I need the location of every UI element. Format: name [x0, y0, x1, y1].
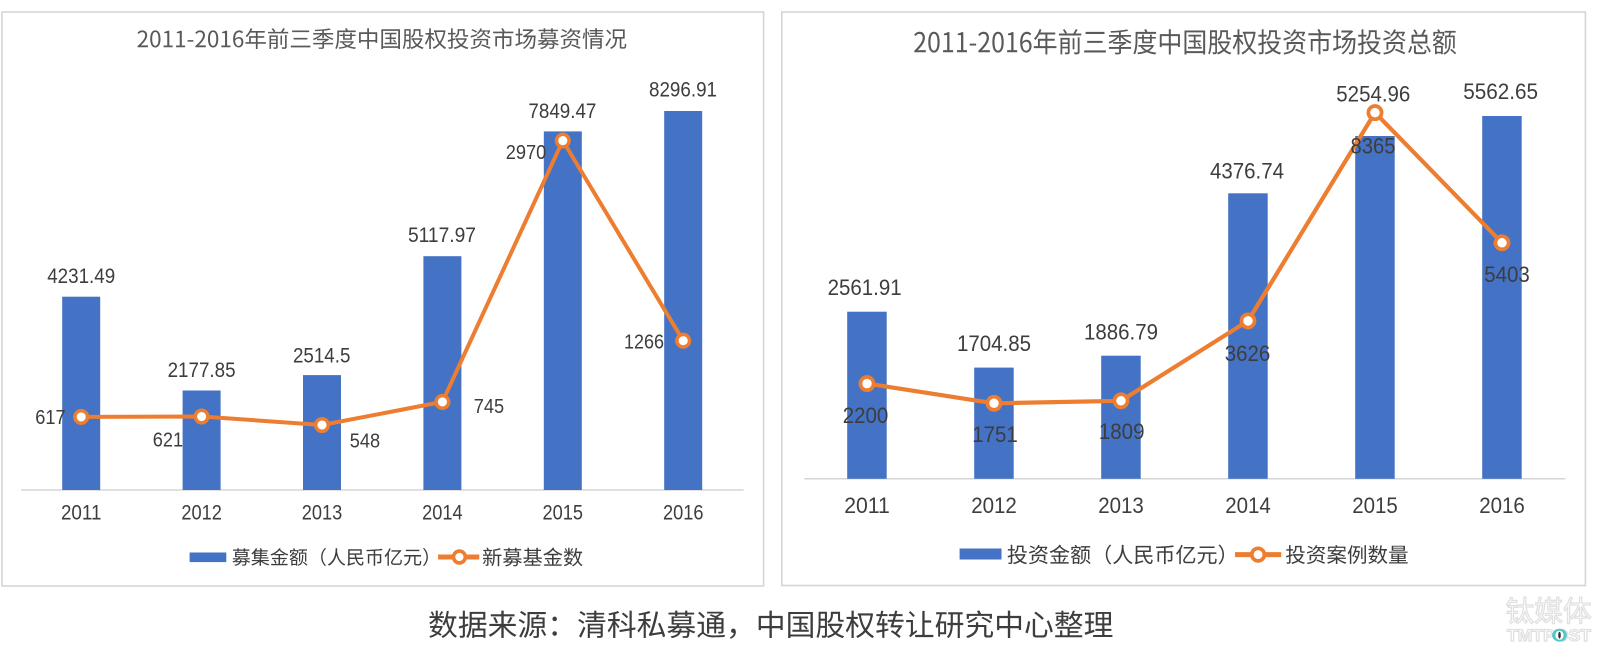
- svg-text:2013: 2013: [302, 502, 343, 525]
- svg-text:2970: 2970: [506, 142, 547, 164]
- svg-text:5254.96: 5254.96: [1336, 82, 1410, 107]
- svg-text:8296.91: 8296.91: [649, 79, 717, 102]
- svg-text:2012: 2012: [181, 502, 222, 525]
- svg-text:2016: 2016: [663, 502, 704, 525]
- svg-text:2015: 2015: [543, 502, 584, 525]
- svg-text:617: 617: [35, 407, 65, 429]
- svg-text:2014: 2014: [422, 502, 463, 525]
- svg-text:745: 745: [474, 396, 504, 418]
- svg-text:2177.85: 2177.85: [168, 359, 236, 382]
- svg-text:5117.97: 5117.97: [408, 224, 476, 247]
- svg-text:2012: 2012: [971, 493, 1017, 518]
- svg-text:2011: 2011: [61, 502, 102, 525]
- svg-text:5562.65: 5562.65: [1463, 79, 1538, 104]
- svg-text:2011: 2011: [844, 493, 890, 518]
- svg-text:2014: 2014: [1225, 493, 1271, 518]
- svg-text:7849.47: 7849.47: [528, 100, 596, 123]
- svg-text:1751: 1751: [972, 422, 1018, 447]
- svg-text:5403: 5403: [1484, 262, 1530, 287]
- svg-text:621: 621: [153, 430, 183, 452]
- svg-text:2015: 2015: [1352, 493, 1398, 518]
- svg-text:3626: 3626: [1225, 341, 1271, 366]
- svg-text:2016: 2016: [1479, 493, 1525, 518]
- svg-text:TMTPOST: TMTPOST: [1507, 627, 1591, 645]
- svg-text:8365: 8365: [1351, 133, 1396, 158]
- svg-text:1704.85: 1704.85: [957, 331, 1031, 356]
- svg-text:2013: 2013: [1098, 493, 1144, 518]
- svg-text:548: 548: [350, 430, 380, 452]
- svg-text:2561.91: 2561.91: [828, 275, 902, 300]
- svg-text:1886.79: 1886.79: [1084, 320, 1158, 345]
- svg-text:2514.5: 2514.5: [293, 344, 351, 367]
- svg-text:4376.74: 4376.74: [1210, 158, 1284, 183]
- svg-text:2200: 2200: [843, 403, 889, 428]
- svg-text:1266: 1266: [624, 331, 664, 353]
- svg-text:1809: 1809: [1099, 419, 1145, 444]
- svg-text:4231.49: 4231.49: [47, 265, 115, 288]
